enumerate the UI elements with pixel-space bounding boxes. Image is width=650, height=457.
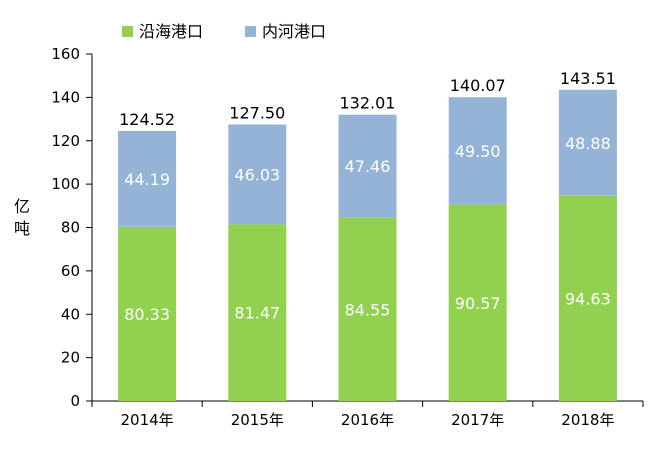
y-tick-label: 0 [70, 392, 80, 410]
bar-value-label: 44.19 [124, 170, 170, 189]
bar-total-label: 143.51 [560, 69, 616, 88]
bar-segment [338, 217, 397, 401]
x-tick-label: 2014年 [121, 411, 174, 429]
y-tick-label: 120 [51, 132, 80, 150]
x-tick-label: 2015年 [231, 411, 284, 429]
bar-value-label: 90.57 [455, 294, 501, 313]
bar-value-label: 46.03 [234, 165, 280, 184]
bar-segment [118, 226, 177, 401]
bar-segment [558, 195, 617, 401]
bar-value-label: 49.50 [455, 142, 501, 161]
bar-segment [228, 124, 287, 225]
x-tick-label: 2018年 [561, 411, 614, 429]
bar-segment [448, 204, 507, 401]
bar-segment [448, 97, 507, 205]
y-tick-label: 100 [51, 175, 80, 193]
bar-segment [338, 114, 397, 218]
y-tick-label: 20 [61, 349, 80, 367]
bar-value-label: 47.46 [345, 157, 391, 176]
bar-total-label: 132.01 [340, 94, 396, 113]
legend-swatch [122, 26, 133, 37]
bar-value-label: 84.55 [345, 300, 391, 319]
y-axis-label: 亿吨 [14, 197, 30, 238]
bar-segment [228, 224, 287, 401]
y-tick-label: 60 [61, 262, 80, 280]
y-tick-label: 40 [61, 305, 80, 323]
bar-segment [558, 89, 617, 196]
bar-total-label: 124.52 [119, 110, 175, 129]
legend-swatch [245, 26, 256, 37]
legend: 沿海港口 内河港口 [122, 22, 326, 41]
bar-value-label: 48.88 [565, 134, 611, 153]
bar-segment [118, 130, 177, 227]
bar-total-label: 140.07 [450, 76, 506, 95]
bar-value-label: 94.63 [565, 289, 611, 308]
y-axis-label-text: 亿吨 [14, 197, 30, 238]
bar-value-label: 80.33 [124, 305, 170, 324]
y-tick-label: 160 [51, 45, 80, 63]
bars: 80.33 44.19 124.52 81.47 46.03 127.50 84.55 47.… [118, 69, 617, 401]
x-tick-label: 2016年 [341, 411, 394, 429]
x-tick-label: 2017年 [451, 411, 504, 429]
bar-value-label: 81.47 [234, 304, 280, 323]
legend-label: 内河港口 [262, 22, 326, 41]
y-axis: 0 20 40 60 80 100 120 140 160 [51, 45, 93, 410]
bar-total-label: 127.50 [229, 103, 285, 122]
x-axis: 2014年 2015年 2016年 2017年 2018年 [91, 400, 644, 429]
y-tick-label: 140 [51, 88, 80, 106]
y-tick-label: 80 [61, 219, 80, 237]
legend-label: 沿海港口 [139, 22, 203, 41]
